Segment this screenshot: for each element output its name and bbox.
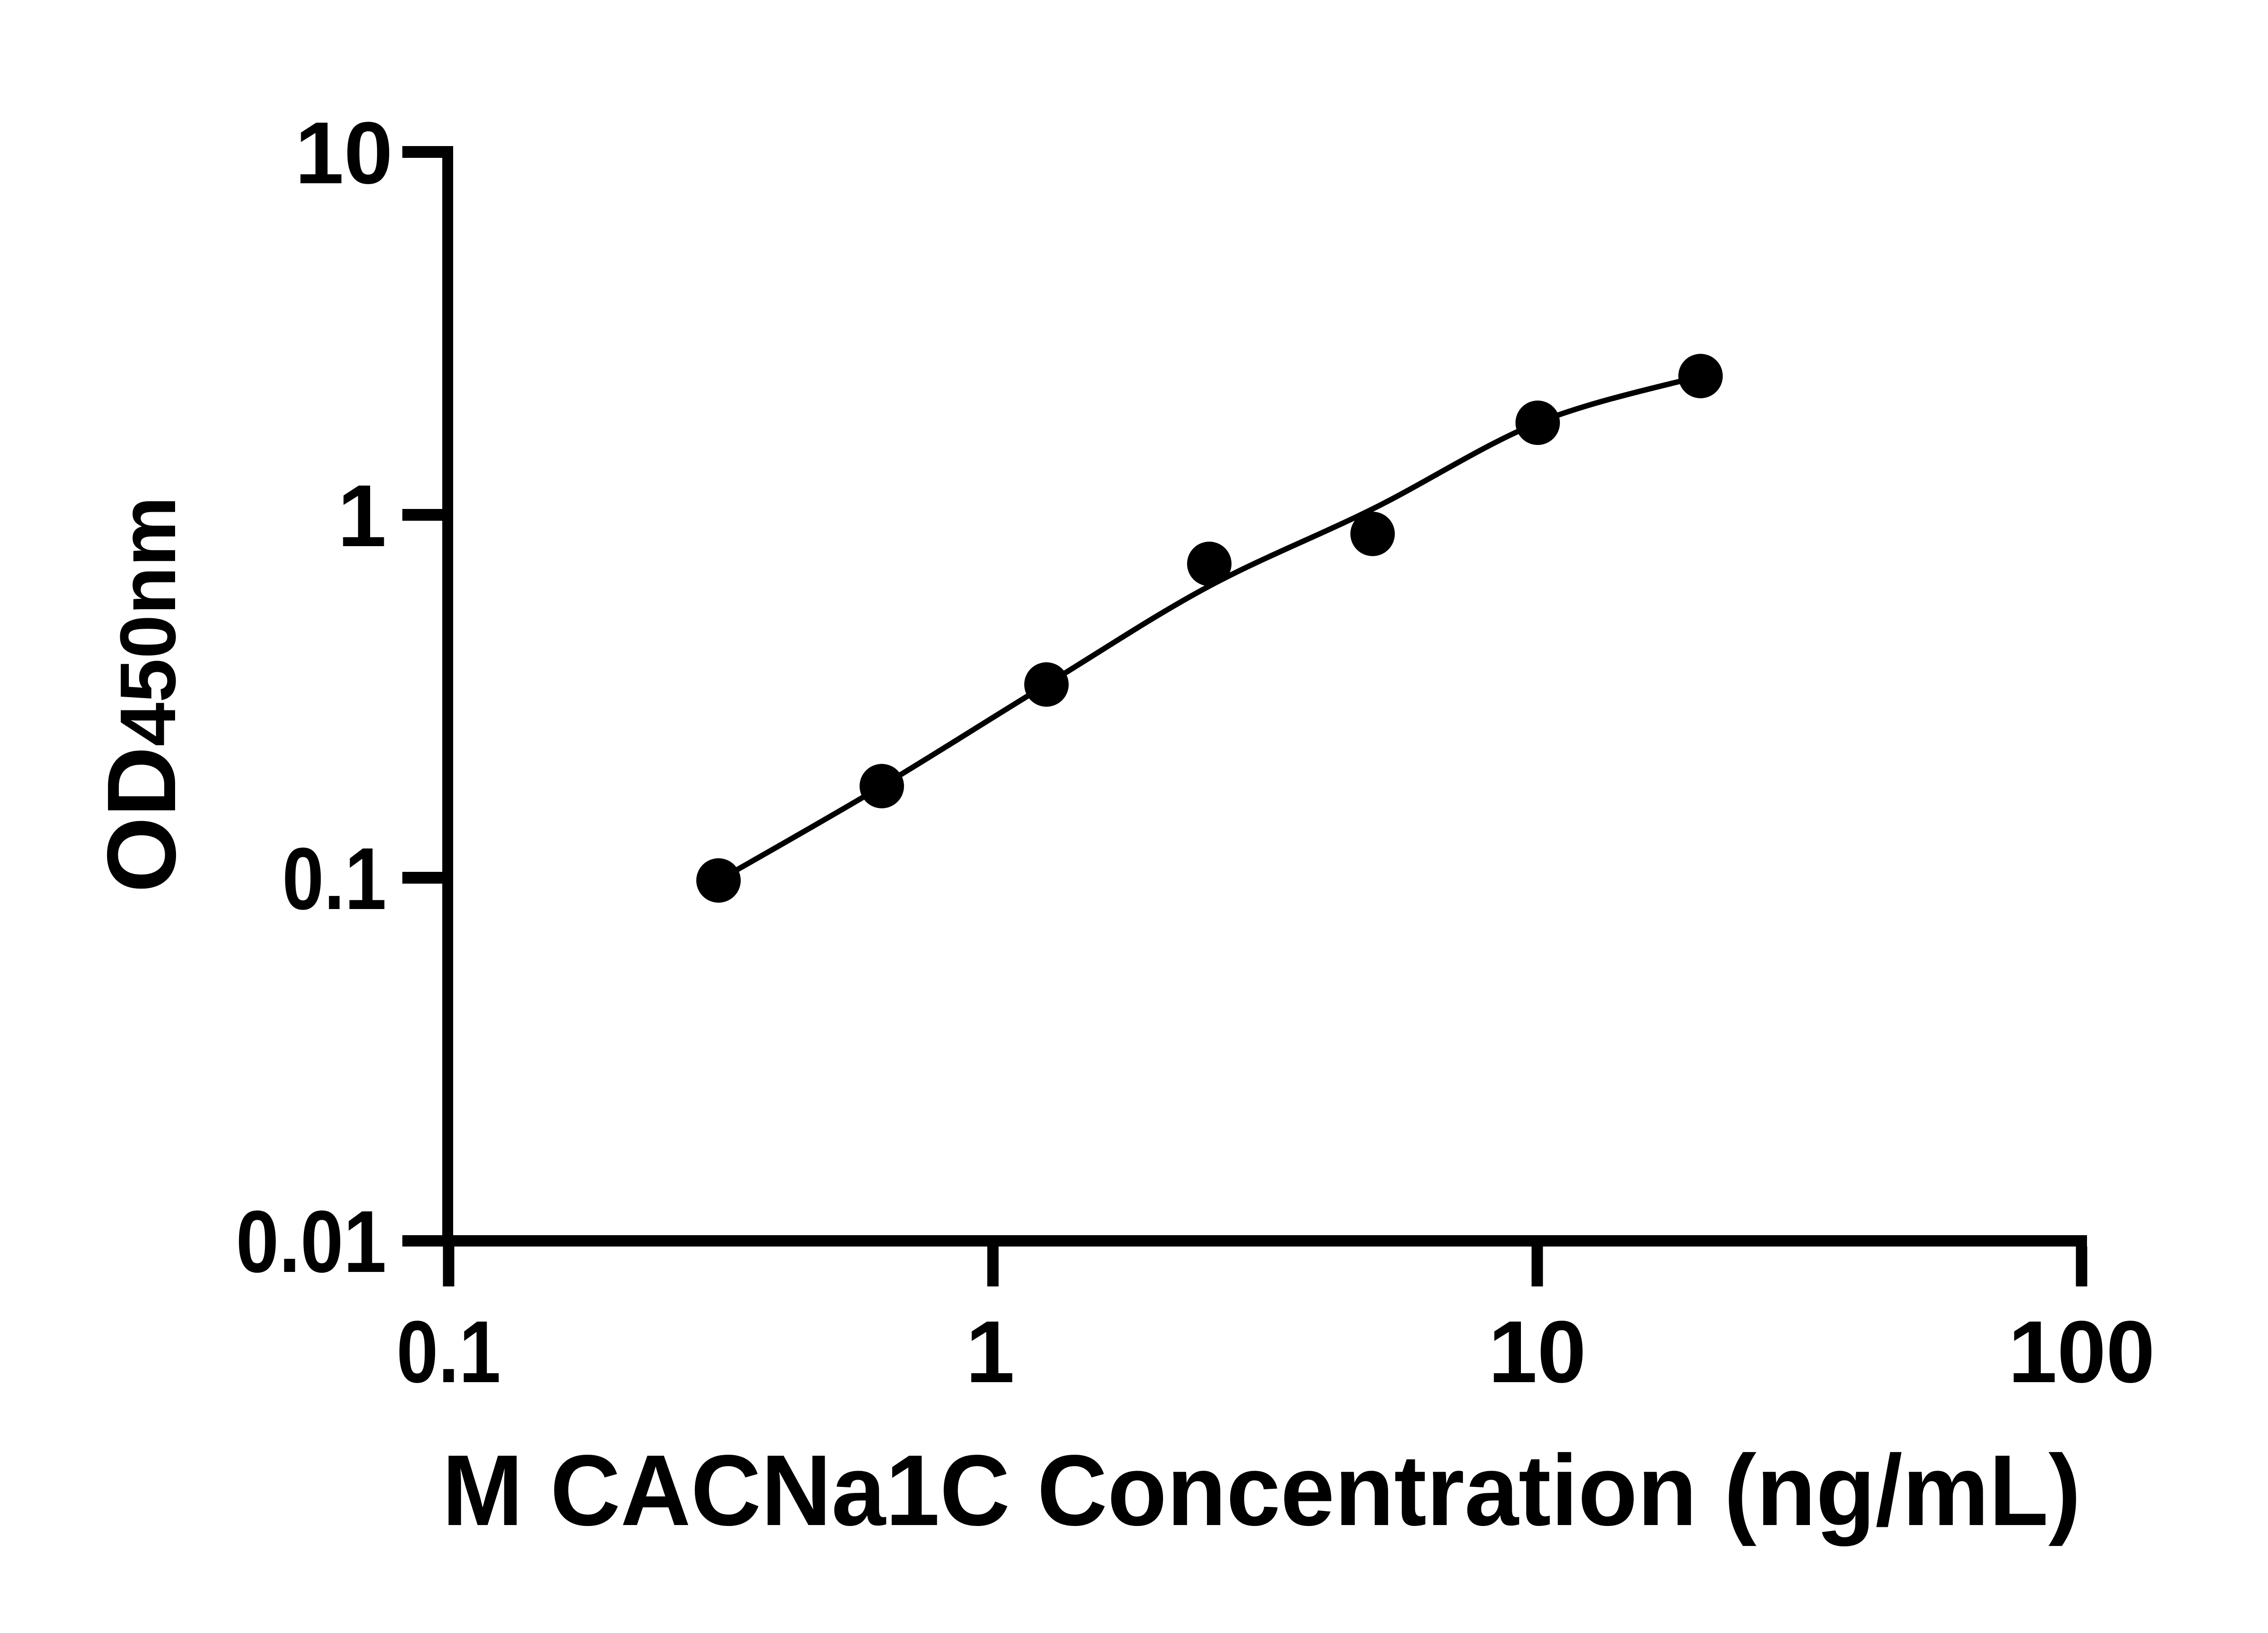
svg-text:1: 1 <box>337 467 386 565</box>
svg-text:M CACNa1C Concentration (ng/mL: M CACNa1C Concentration (ng/mL) <box>442 1434 2081 1547</box>
svg-text:0.1: 0.1 <box>396 1303 501 1401</box>
svg-text:OD450nm: OD450nm <box>87 496 196 893</box>
svg-text:10: 10 <box>1488 1303 1586 1401</box>
svg-text:1: 1 <box>966 1303 1015 1401</box>
svg-text:10: 10 <box>295 104 393 202</box>
svg-text:0.01: 0.01 <box>236 1193 386 1291</box>
svg-text:0.1: 0.1 <box>282 830 386 928</box>
svg-text:100: 100 <box>2008 1303 2155 1401</box>
